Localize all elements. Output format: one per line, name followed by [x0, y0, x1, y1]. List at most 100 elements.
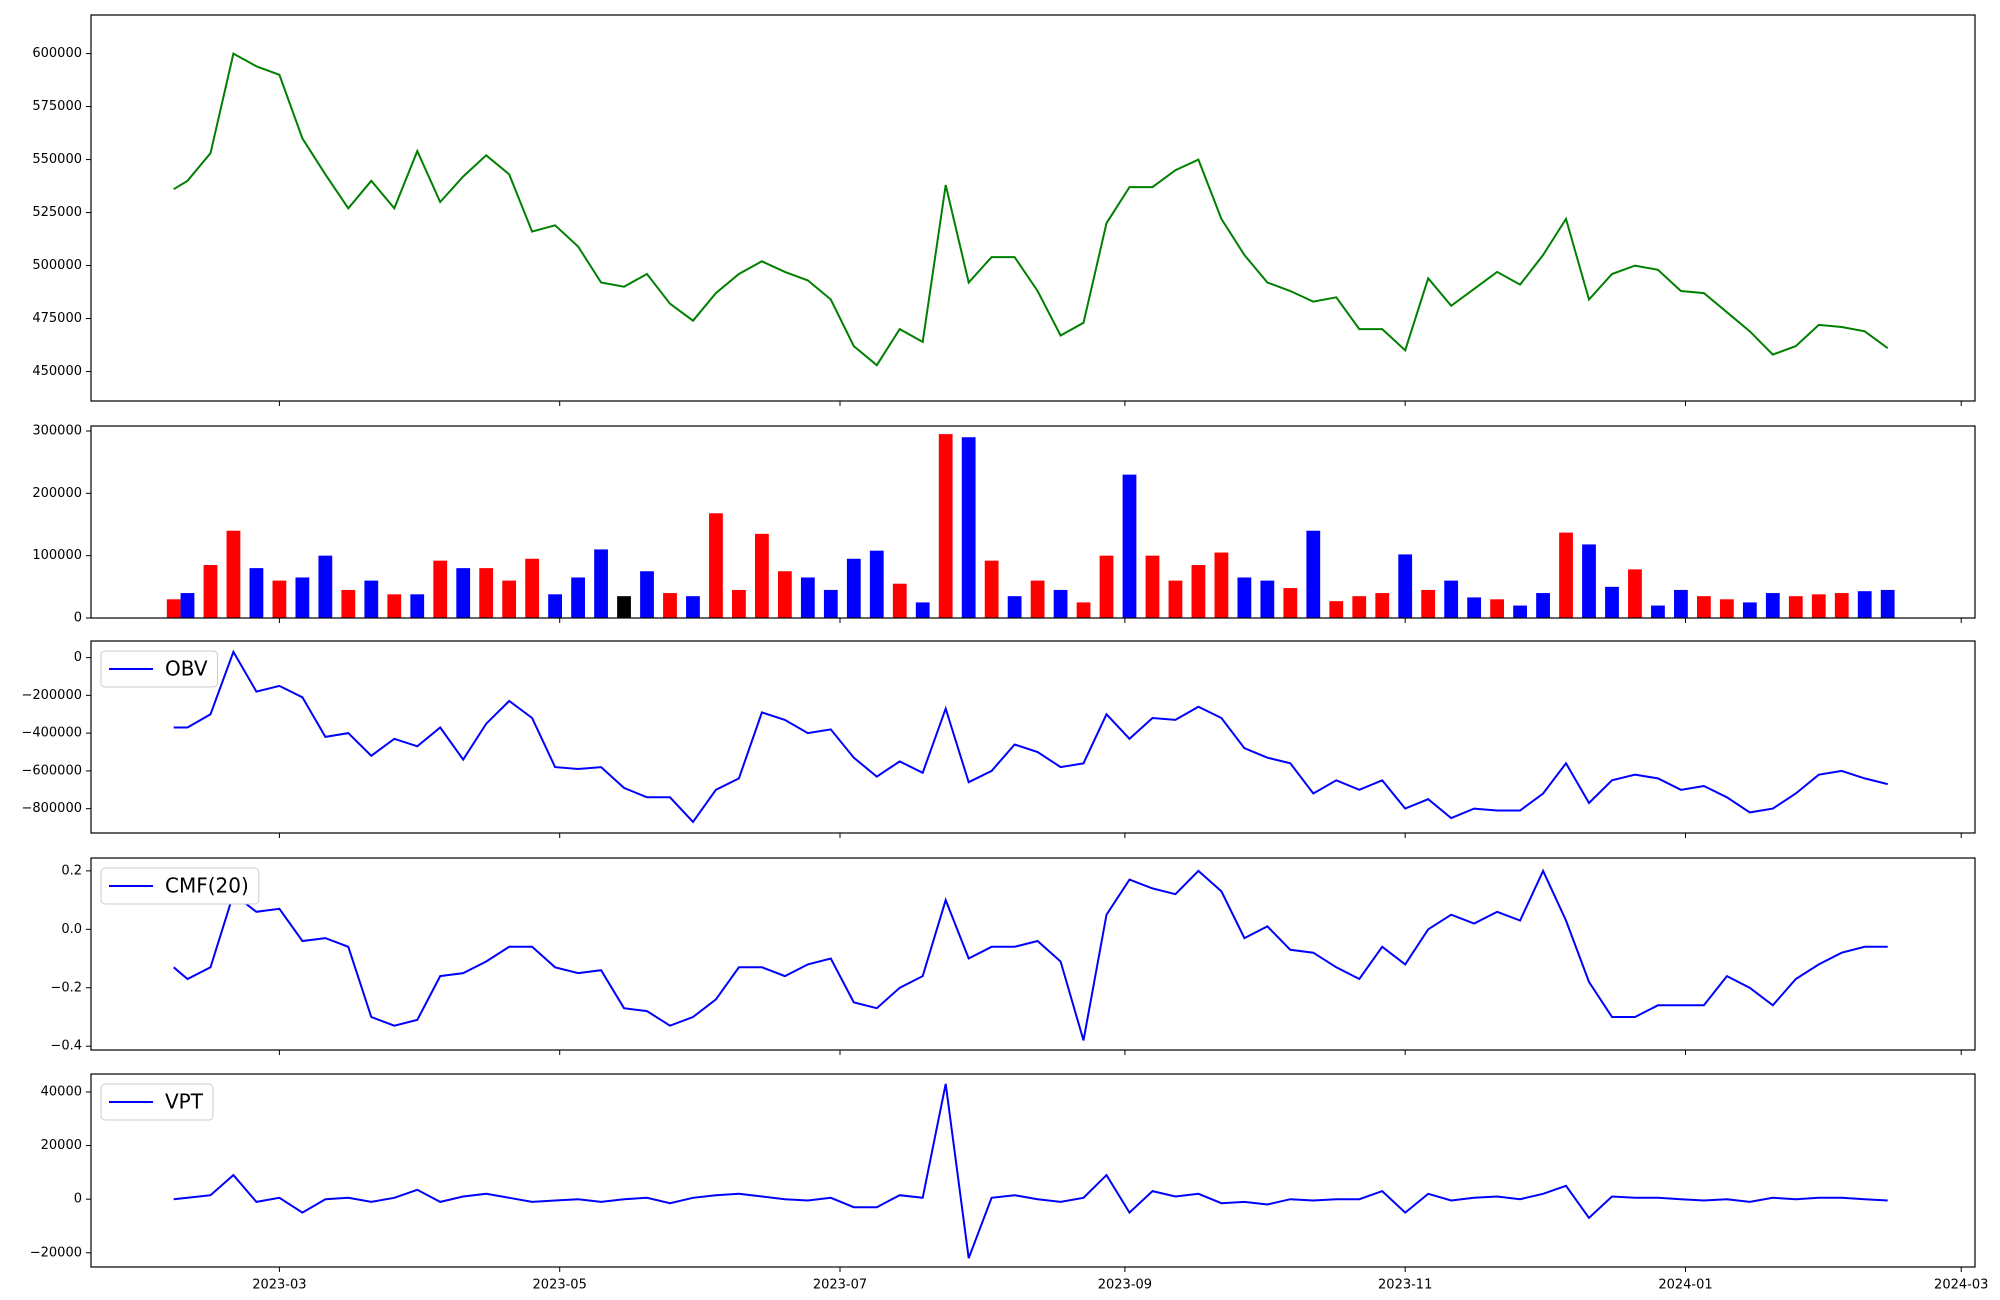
- bar: [777, 571, 792, 618]
- y-tick-label: 0.2: [61, 863, 82, 878]
- bar: [1030, 580, 1045, 618]
- y-tick-label: 600000: [32, 46, 82, 61]
- bar: [1421, 589, 1436, 618]
- bar: [548, 594, 562, 618]
- y-tick-label: 300000: [32, 423, 82, 438]
- bar: [869, 550, 884, 618]
- bar: [1467, 597, 1482, 618]
- bar: [984, 560, 999, 618]
- bar: [410, 594, 425, 618]
- bar: [525, 558, 540, 618]
- y-tick-label: −800000: [21, 801, 82, 816]
- y-tick-label: 40000: [41, 1084, 82, 1099]
- bar: [1145, 555, 1160, 618]
- bar: [295, 577, 310, 618]
- y-tick-label: 0.0: [61, 922, 82, 937]
- bar: [1719, 599, 1734, 618]
- bar: [1375, 593, 1390, 618]
- bar: [686, 596, 700, 618]
- bar: [1053, 589, 1068, 618]
- bar: [249, 568, 264, 618]
- y-tick-label: −0.2: [50, 980, 82, 995]
- x-tick-label: 2023-11: [1378, 1278, 1432, 1293]
- y-tick-label: 550000: [32, 152, 82, 167]
- line: [173, 868, 1888, 1041]
- bar: [732, 589, 746, 618]
- axes-frame: [90, 640, 1976, 834]
- bar: [754, 533, 769, 618]
- axes-frame: [90, 1073, 1976, 1268]
- bar: [1283, 588, 1298, 618]
- bar: [203, 565, 218, 618]
- y-tick-label: 100000: [32, 548, 82, 563]
- bar: [617, 596, 631, 618]
- legend-label: VPT: [165, 1090, 204, 1114]
- x-tick-label: 2023-09: [1098, 1278, 1152, 1293]
- y-tick-label: −200000: [21, 688, 82, 703]
- bar: [1834, 593, 1849, 618]
- bar: [640, 571, 654, 618]
- axes-frame: [90, 857, 1976, 1051]
- bar: [1742, 602, 1757, 618]
- y-tick-label: −600000: [21, 763, 82, 778]
- bar: [1651, 605, 1665, 618]
- bar: [1582, 544, 1596, 618]
- y-tick-label: 475000: [32, 311, 82, 326]
- bar: [456, 568, 471, 618]
- y-tick-label: −0.4: [50, 1039, 82, 1054]
- bar: [1099, 555, 1114, 618]
- bar: [1513, 605, 1527, 618]
- bar: [915, 602, 930, 618]
- bar: [166, 599, 181, 618]
- bar: [892, 583, 907, 618]
- legend-label: OBV: [165, 657, 208, 681]
- y-tick-label: 525000: [32, 205, 82, 220]
- bar: [1214, 552, 1229, 618]
- x-tick-label: 2024-03: [1934, 1278, 1988, 1293]
- bar: [1536, 593, 1550, 618]
- bar: [1857, 591, 1872, 618]
- bar: [1765, 593, 1780, 618]
- bar: [1674, 589, 1688, 618]
- bar: [1696, 596, 1711, 618]
- legend-box: [100, 650, 219, 688]
- bar: [1559, 532, 1573, 618]
- bar: [1076, 602, 1091, 618]
- y-tick-label: 575000: [32, 99, 82, 114]
- line: [173, 649, 1888, 824]
- x-tick-label: 2024-01: [1658, 1278, 1712, 1293]
- line: [173, 1083, 1888, 1259]
- bar: [180, 593, 195, 618]
- bar: [938, 434, 953, 618]
- bar: [1260, 580, 1275, 618]
- axes-frame: [90, 425, 1976, 619]
- y-tick-label: 500000: [32, 258, 82, 273]
- bar: [1122, 474, 1137, 618]
- x-tick-label: 2023-05: [533, 1278, 587, 1293]
- bar: [846, 558, 861, 618]
- bar: [1811, 594, 1826, 618]
- bar: [1490, 599, 1504, 618]
- bar: [663, 593, 677, 618]
- bar: [1306, 530, 1321, 618]
- y-tick-label: 0: [74, 650, 82, 665]
- bar: [961, 437, 976, 618]
- y-tick-label: 0: [74, 611, 82, 626]
- y-tick-label: −400000: [21, 726, 82, 741]
- bar: [823, 589, 838, 618]
- bar: [1007, 596, 1022, 618]
- bar: [1352, 596, 1367, 618]
- y-tick-label: 450000: [32, 364, 82, 379]
- bar: [571, 577, 585, 618]
- bar: [1628, 569, 1642, 618]
- x-tick-label: 2023-03: [252, 1278, 306, 1293]
- bar: [226, 530, 241, 618]
- legend-box: [100, 1083, 214, 1121]
- y-tick-label: 200000: [32, 486, 82, 501]
- y-tick-label: 0: [74, 1192, 82, 1207]
- bar: [1191, 565, 1206, 618]
- x-tick-label: 2023-07: [813, 1278, 867, 1293]
- line: [173, 52, 1889, 367]
